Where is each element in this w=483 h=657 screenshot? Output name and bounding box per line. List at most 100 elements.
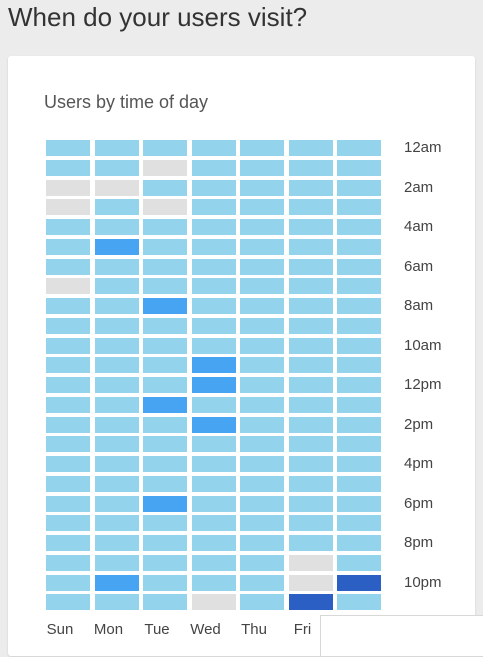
heatmap-cell-tue-5pm[interactable]	[143, 475, 187, 492]
heatmap-cell-sat-9pm[interactable]	[337, 554, 381, 571]
heatmap-cell-tue-12am[interactable]	[143, 140, 187, 156]
heatmap-cell-mon-5pm[interactable]	[94, 475, 139, 492]
heatmap-cell-tue-10am[interactable]	[143, 337, 187, 354]
heatmap-cell-wed-12am[interactable]	[191, 140, 236, 156]
heatmap-cell-sun-5pm[interactable]	[46, 475, 90, 492]
heatmap-cell-mon-10am[interactable]	[94, 337, 139, 354]
heatmap-cell-tue-3pm[interactable]	[143, 436, 187, 453]
heatmap-cell-sat-6am[interactable]	[337, 258, 381, 275]
heatmap-cell-fri-4am[interactable]	[288, 219, 333, 235]
heatmap-cell-tue-6am[interactable]	[143, 258, 187, 275]
heatmap-cell-thu-12pm[interactable]	[240, 377, 284, 393]
heatmap-cell-sun-1pm[interactable]	[46, 396, 90, 413]
heatmap-cell-thu-2pm[interactable]	[240, 416, 284, 433]
heatmap-cell-mon-3am[interactable]	[94, 199, 139, 216]
heatmap-cell-wed-8am[interactable]	[191, 298, 236, 314]
heatmap-cell-fri-8am[interactable]	[288, 298, 333, 314]
heatmap-cell-mon-5am[interactable]	[94, 238, 139, 255]
heatmap-cell-fri-12am[interactable]	[288, 140, 333, 156]
heatmap-cell-sun-2am[interactable]	[46, 179, 90, 196]
heatmap-cell-thu-12am[interactable]	[240, 140, 284, 156]
heatmap-cell-wed-7pm[interactable]	[191, 515, 236, 532]
heatmap-cell-thu-10pm[interactable]	[240, 574, 284, 591]
heatmap-cell-tue-12pm[interactable]	[143, 377, 187, 393]
heatmap-cell-thu-3pm[interactable]	[240, 436, 284, 453]
heatmap-cell-wed-3pm[interactable]	[191, 436, 236, 453]
heatmap-cell-sun-7am[interactable]	[46, 278, 90, 295]
heatmap-cell-sun-4pm[interactable]	[46, 456, 90, 472]
heatmap-cell-tue-2am[interactable]	[143, 179, 187, 196]
heatmap-cell-sun-8am[interactable]	[46, 298, 90, 314]
heatmap-cell-wed-6pm[interactable]	[191, 495, 236, 512]
heatmap-cell-thu-6am[interactable]	[240, 258, 284, 275]
heatmap-cell-tue-8pm[interactable]	[143, 535, 187, 551]
heatmap-cell-thu-7am[interactable]	[240, 278, 284, 295]
heatmap-cell-tue-7am[interactable]	[143, 278, 187, 295]
heatmap-cell-sun-7pm[interactable]	[46, 515, 90, 532]
heatmap-cell-wed-1am[interactable]	[191, 159, 236, 176]
heatmap-cell-thu-10am[interactable]	[240, 337, 284, 354]
heatmap-cell-tue-3am[interactable]	[143, 199, 187, 216]
heatmap-cell-fri-4pm[interactable]	[288, 456, 333, 472]
heatmap-cell-sun-6pm[interactable]	[46, 495, 90, 512]
heatmap-cell-mon-9pm[interactable]	[94, 554, 139, 571]
heatmap-cell-sat-4am[interactable]	[337, 219, 381, 235]
heatmap-cell-thu-4pm[interactable]	[240, 456, 284, 472]
heatmap-cell-fri-5pm[interactable]	[288, 475, 333, 492]
heatmap-cell-fri-11pm[interactable]	[288, 594, 333, 611]
heatmap-cell-mon-9am[interactable]	[94, 317, 139, 334]
heatmap-cell-thu-7pm[interactable]	[240, 515, 284, 532]
heatmap-cell-sat-5pm[interactable]	[337, 475, 381, 492]
heatmap-cell-fri-12pm[interactable]	[288, 377, 333, 393]
heatmap-cell-wed-6am[interactable]	[191, 258, 236, 275]
heatmap-cell-sat-7pm[interactable]	[337, 515, 381, 532]
heatmap-cell-sun-3am[interactable]	[46, 199, 90, 216]
heatmap-cell-sun-10pm[interactable]	[46, 574, 90, 591]
heatmap-cell-wed-2am[interactable]	[191, 179, 236, 196]
heatmap-cell-thu-11pm[interactable]	[240, 594, 284, 611]
heatmap-cell-sun-10am[interactable]	[46, 337, 90, 354]
heatmap-cell-wed-9am[interactable]	[191, 317, 236, 334]
heatmap-cell-mon-11am[interactable]	[94, 357, 139, 374]
heatmap-cell-fri-1am[interactable]	[288, 159, 333, 176]
heatmap-cell-fri-7am[interactable]	[288, 278, 333, 295]
heatmap-cell-thu-5pm[interactable]	[240, 475, 284, 492]
heatmap-cell-thu-9pm[interactable]	[240, 554, 284, 571]
heatmap-cell-sat-10pm[interactable]	[337, 574, 381, 591]
heatmap-cell-mon-3pm[interactable]	[94, 436, 139, 453]
heatmap-cell-mon-2am[interactable]	[94, 179, 139, 196]
heatmap-cell-wed-2pm[interactable]	[191, 416, 236, 433]
heatmap-cell-mon-2pm[interactable]	[94, 416, 139, 433]
heatmap-cell-tue-1am[interactable]	[143, 159, 187, 176]
heatmap-cell-thu-2am[interactable]	[240, 179, 284, 196]
heatmap-cell-fri-5am[interactable]	[288, 238, 333, 255]
heatmap-cell-wed-11pm[interactable]	[191, 594, 236, 611]
heatmap-cell-fri-9am[interactable]	[288, 317, 333, 334]
heatmap-cell-thu-8pm[interactable]	[240, 535, 284, 551]
heatmap-cell-wed-7am[interactable]	[191, 278, 236, 295]
heatmap-cell-sat-12pm[interactable]	[337, 377, 381, 393]
heatmap-cell-fri-1pm[interactable]	[288, 396, 333, 413]
heatmap-cell-mon-10pm[interactable]	[94, 574, 139, 591]
heatmap-cell-sun-9am[interactable]	[46, 317, 90, 334]
heatmap-cell-fri-7pm[interactable]	[288, 515, 333, 532]
heatmap-cell-sat-9am[interactable]	[337, 317, 381, 334]
heatmap-cell-wed-8pm[interactable]	[191, 535, 236, 551]
heatmap-cell-thu-9am[interactable]	[240, 317, 284, 334]
heatmap-cell-sun-4am[interactable]	[46, 219, 90, 235]
heatmap-cell-sat-1am[interactable]	[337, 159, 381, 176]
heatmap-cell-fri-11am[interactable]	[288, 357, 333, 374]
heatmap-cell-mon-1am[interactable]	[94, 159, 139, 176]
heatmap-cell-tue-8am[interactable]	[143, 298, 187, 314]
heatmap-cell-sat-3am[interactable]	[337, 199, 381, 216]
heatmap-cell-fri-2pm[interactable]	[288, 416, 333, 433]
heatmap-cell-thu-1am[interactable]	[240, 159, 284, 176]
heatmap-cell-sun-2pm[interactable]	[46, 416, 90, 433]
heatmap-cell-fri-2am[interactable]	[288, 179, 333, 196]
heatmap-cell-wed-5am[interactable]	[191, 238, 236, 255]
heatmap-cell-tue-9am[interactable]	[143, 317, 187, 334]
heatmap-cell-mon-7pm[interactable]	[94, 515, 139, 532]
heatmap-cell-sun-1am[interactable]	[46, 159, 90, 176]
heatmap-cell-sun-11am[interactable]	[46, 357, 90, 374]
heatmap-cell-fri-10pm[interactable]	[288, 574, 333, 591]
